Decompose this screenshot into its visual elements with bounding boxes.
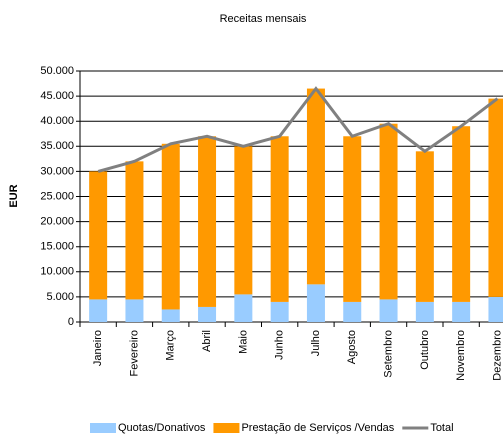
bar-segment: [488, 98, 503, 297]
y-tick-label: 25.000: [40, 190, 74, 202]
y-tick-label: 35.000: [40, 140, 74, 152]
x-tick-label: Outubro: [419, 330, 431, 370]
y-tick-label: 30.000: [40, 165, 74, 177]
bar-segment: [415, 301, 434, 322]
bar-segment: [198, 306, 217, 322]
bar-segment: [161, 309, 180, 322]
x-tick-label: Maio: [237, 330, 249, 354]
x-tick-label: Janeiro: [92, 330, 104, 366]
bar-segment: [488, 296, 503, 322]
chart-title: Receitas mensais: [220, 13, 307, 25]
bar-segment: [379, 299, 398, 322]
bar-segment: [452, 126, 471, 302]
x-tick-label: Novembro: [455, 330, 467, 381]
y-tick-label: 20.000: [40, 216, 74, 228]
bar-segment: [270, 301, 289, 322]
legend-label: Quotas/Donativos: [118, 422, 206, 434]
x-tick-label: Julho: [310, 330, 322, 356]
y-tick-label: 0: [68, 316, 74, 328]
bar-segment: [343, 301, 362, 322]
legend-label: Total: [430, 422, 453, 434]
y-tick-label: 10.000: [40, 266, 74, 278]
y-tick-label: 50.000: [40, 65, 74, 77]
total-line: [97, 86, 499, 173]
y-axis-label: EUR: [8, 184, 20, 207]
x-tick-label: Junho: [274, 330, 286, 360]
bar-segment: [198, 136, 217, 307]
bar-segment: [343, 136, 362, 302]
bar-segment: [306, 284, 325, 322]
legend-label: Prestação de Serviços /Vendas: [241, 422, 394, 434]
legend-swatch: [90, 423, 116, 433]
legend-swatch: [213, 423, 240, 433]
x-tick-label: Dezembro: [491, 330, 503, 381]
bar-segment: [125, 299, 144, 322]
bar-segment: [379, 123, 398, 300]
x-tick-label: Abril: [201, 330, 213, 352]
bar-segment: [89, 171, 108, 300]
y-tick-label: 40.000: [40, 115, 74, 127]
bar-segment: [161, 143, 180, 310]
bar-segment: [234, 146, 253, 295]
bar-segment: [306, 88, 325, 285]
bar-segment: [89, 299, 108, 322]
bar-segment: [415, 151, 434, 302]
bar-segment: [452, 301, 471, 322]
x-tick-label: Março: [165, 330, 177, 361]
bar-segment: [234, 294, 253, 322]
x-tick-label: Agosto: [346, 330, 358, 364]
y-tick-label: 45.000: [40, 90, 74, 102]
x-tick-label: Fevereiro: [128, 330, 140, 376]
x-tick-label: Setembro: [382, 330, 394, 378]
y-tick-label: 5.000: [46, 291, 74, 303]
y-tick-label: 15.000: [40, 241, 74, 253]
bar-segment: [270, 136, 289, 302]
bar-segment: [125, 161, 144, 300]
